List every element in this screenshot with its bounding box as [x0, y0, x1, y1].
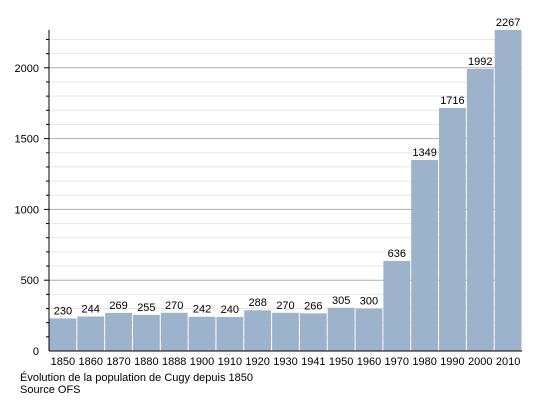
x-tick-labels: 1850 1860 1870 1880 1888 1900 1910 1920 1930 1941…: [51, 356, 521, 368]
bar: [439, 108, 466, 351]
y-tick-label: 500: [21, 275, 39, 287]
x-tick-label: 2000: [468, 356, 492, 368]
value-label: 244: [82, 303, 100, 315]
value-label: 270: [165, 300, 183, 312]
x-tick-label: 1980: [412, 356, 436, 368]
x-tick-label: 1950: [329, 356, 353, 368]
x-tick-label: 1920: [245, 356, 269, 368]
x-tick-label: 1870: [106, 356, 130, 368]
bar: [383, 260, 411, 351]
y-tick-label: 1500: [15, 134, 39, 146]
x-tick-label: 1941: [301, 356, 325, 368]
bar: [411, 159, 439, 351]
value-label: 269: [109, 300, 127, 312]
x-tick-label: 1960: [357, 356, 381, 368]
value-label: 1349: [412, 147, 436, 159]
bar: [355, 308, 383, 351]
x-tick-label: 1888: [162, 356, 186, 368]
bar: [466, 68, 494, 352]
x-tick-label: 1850: [51, 356, 75, 368]
value-label: 288: [248, 297, 266, 309]
bar: [77, 316, 105, 351]
x-tick-label: 1900: [190, 356, 214, 368]
value-label: 636: [388, 248, 406, 260]
chart-source: Source OFS: [20, 384, 81, 396]
x-tick-label: 1990: [440, 356, 464, 368]
value-label: 230: [54, 305, 72, 317]
bar: [105, 312, 132, 351]
y-tick-label: 0: [33, 346, 39, 358]
x-tick-label: 1970: [385, 356, 409, 368]
x-tick-label: 2010: [496, 356, 520, 368]
bar: [327, 307, 355, 351]
bar: [132, 314, 160, 351]
value-labels: 230 244 269 255 270 242 240 288 270 266 305 300 636 1…: [54, 17, 521, 317]
value-label: 300: [360, 296, 378, 308]
bar: [272, 312, 299, 351]
bar: [216, 317, 244, 351]
bar: [160, 312, 188, 351]
bar: [49, 318, 77, 351]
bar: [299, 313, 327, 351]
value-label: 242: [193, 304, 211, 316]
bar: [494, 30, 522, 351]
x-tick-label: 1910: [218, 356, 242, 368]
value-label: 1716: [440, 95, 464, 107]
bars: [49, 30, 522, 352]
x-tick-label: 1930: [273, 356, 297, 368]
minor-ticks: [44, 38, 49, 338]
value-label: 266: [304, 300, 322, 312]
x-tick-label: 1880: [134, 356, 158, 368]
y-tick-label: 2000: [15, 63, 39, 75]
value-label: 255: [137, 302, 155, 314]
chart-caption: Évolution de la population de Cugy depui…: [20, 372, 254, 384]
value-label: 1992: [468, 56, 492, 68]
value-label: 270: [276, 300, 294, 312]
bar: [244, 310, 272, 351]
value-label: 305: [332, 295, 350, 307]
value-label: 240: [221, 304, 239, 316]
y-tick-labels: 0 500 1000 1500 2000: [15, 63, 39, 358]
value-label: 2267: [496, 17, 520, 29]
x-tick-label: 1860: [78, 356, 102, 368]
y-tick-label: 1000: [15, 204, 39, 216]
bar: [188, 316, 216, 351]
